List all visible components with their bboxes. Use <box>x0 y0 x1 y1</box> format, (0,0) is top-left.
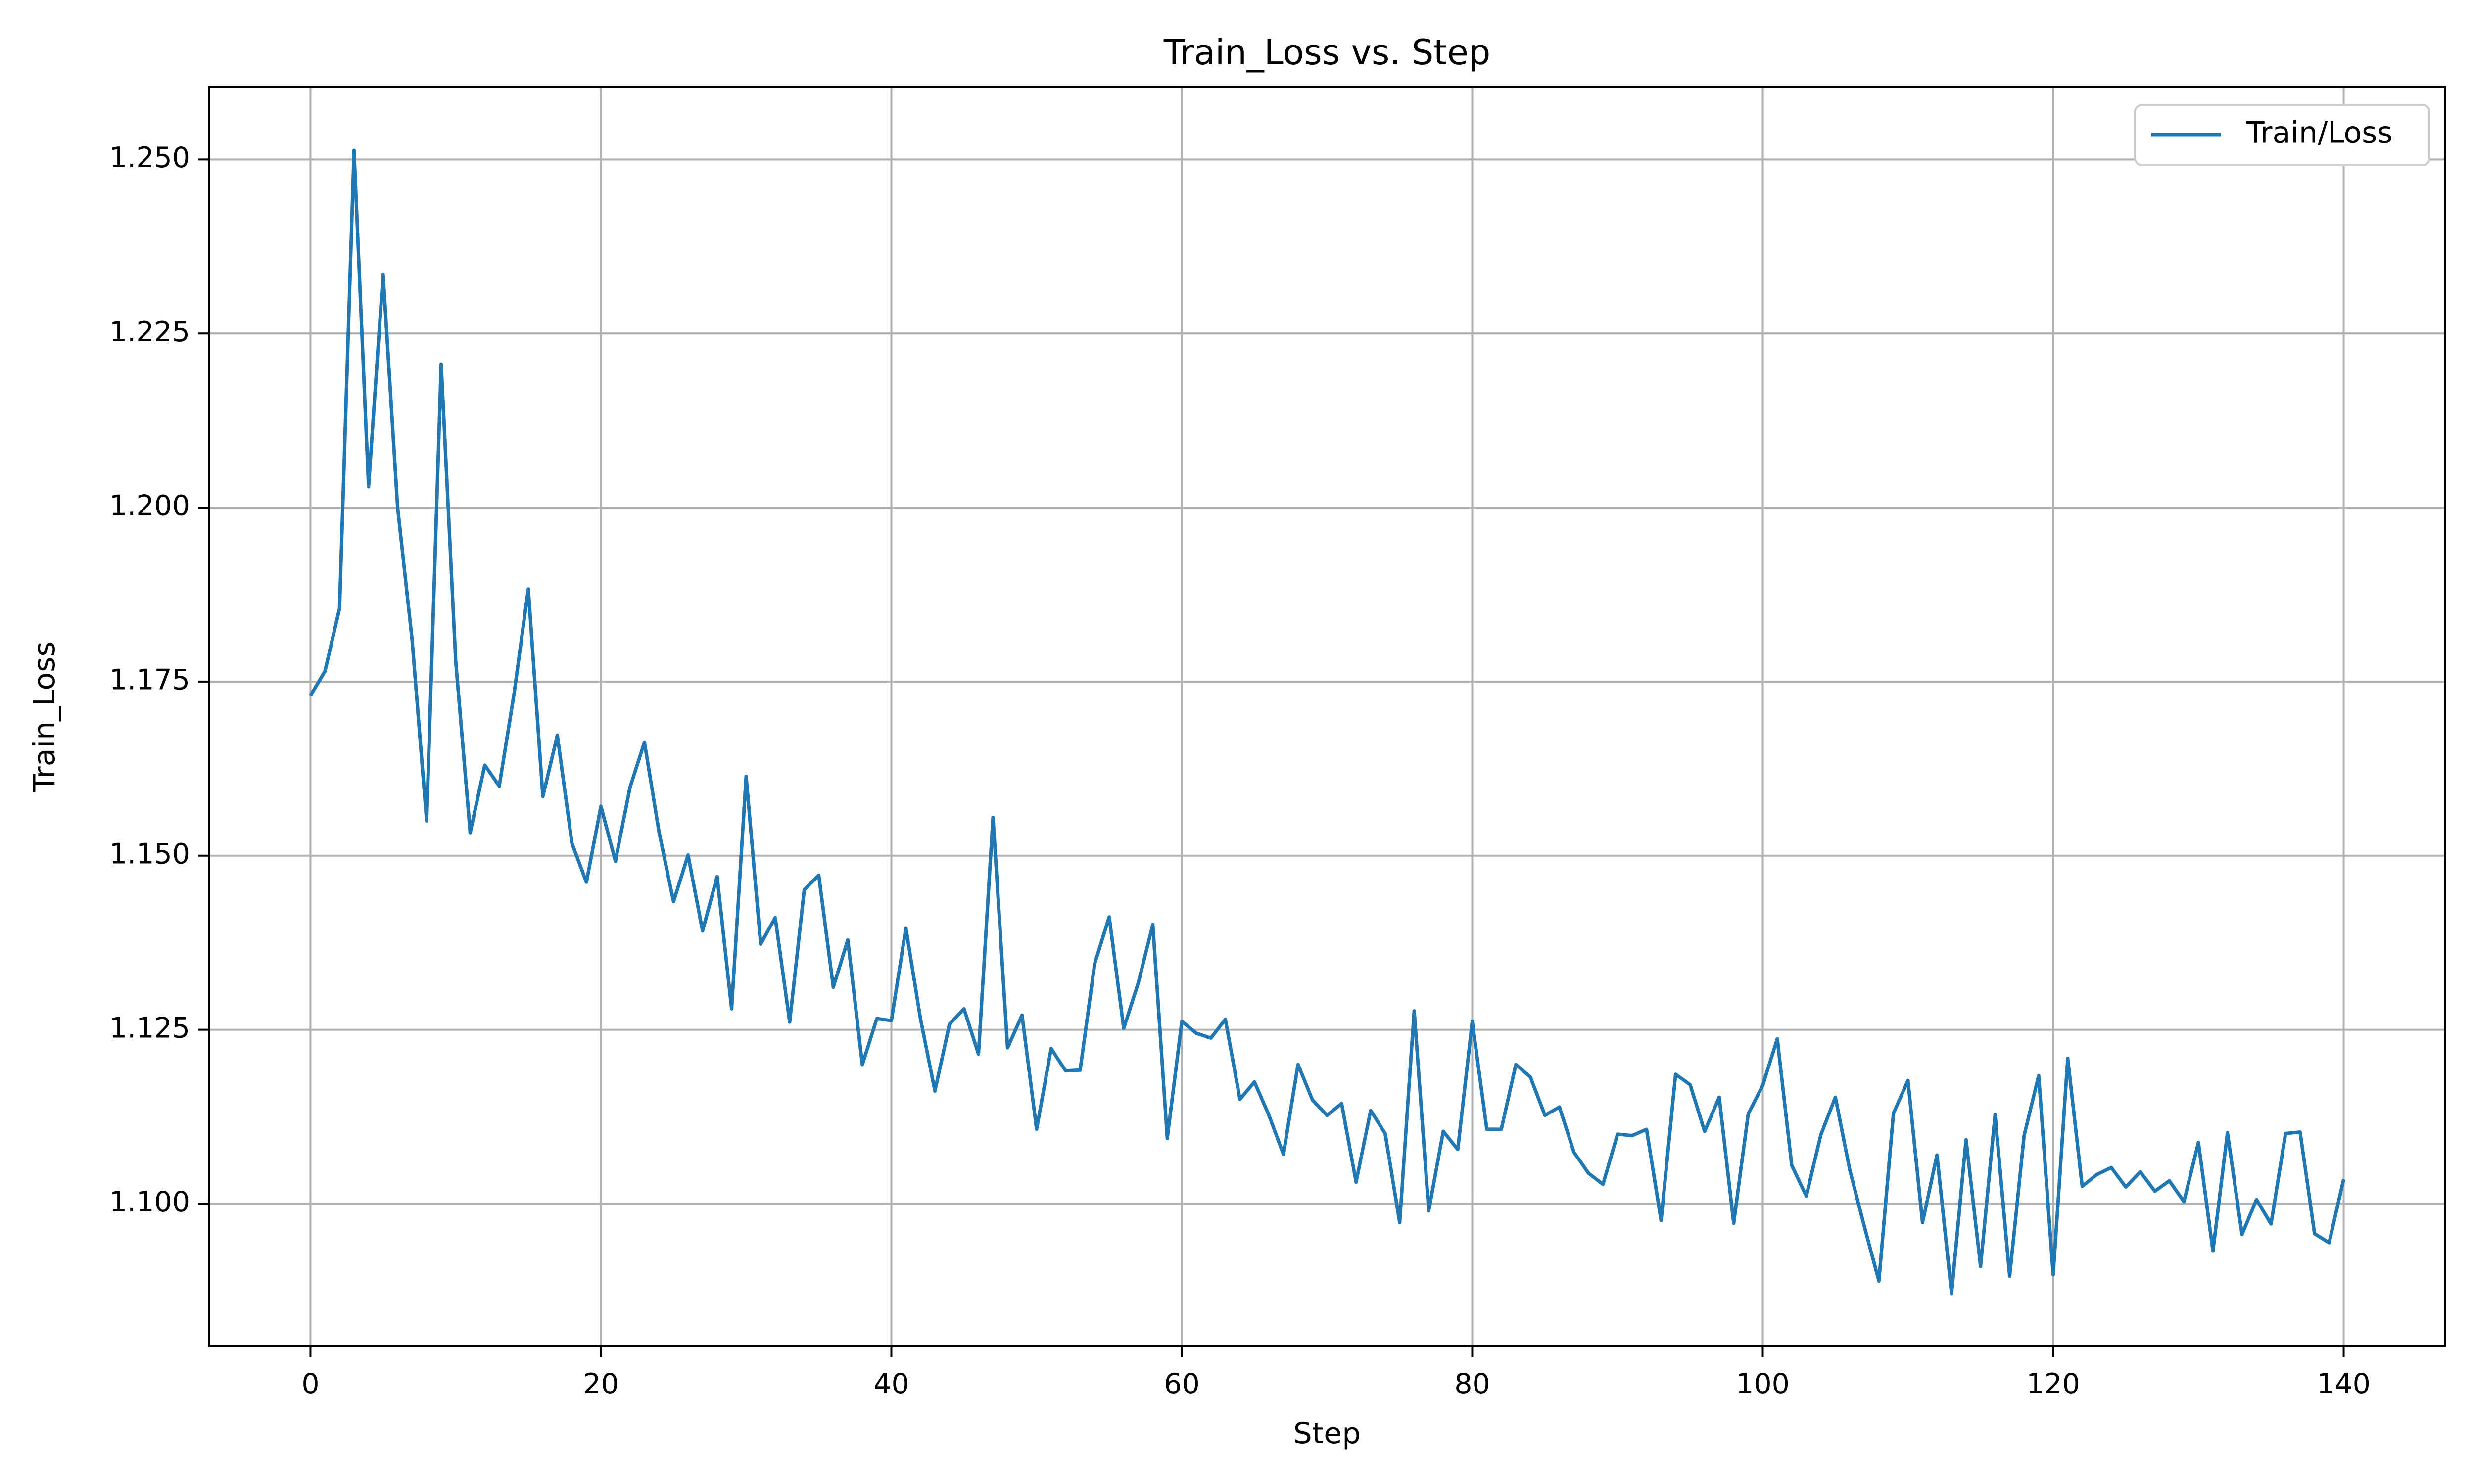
x-tick-label: 60 <box>1164 1368 1200 1400</box>
x-axis-label: Step <box>1293 1416 1361 1451</box>
y-tick-label: 1.100 <box>109 1186 190 1218</box>
plot-frame <box>208 86 2446 1347</box>
y-tick-label: 1.250 <box>109 141 190 174</box>
y-tick-label: 1.125 <box>109 1012 190 1044</box>
series-line-train-loss <box>309 148 2345 1296</box>
legend-box <box>2134 104 2430 166</box>
grid-lines <box>209 87 2445 1346</box>
y-tick-label: 1.175 <box>109 664 190 696</box>
y-axis-ticks: 1.100 1.125 1.150 1.175 1.200 1.225 1.250 <box>109 141 209 1218</box>
y-axis-label: Train_Loss <box>27 641 62 793</box>
legend: Train/Loss <box>2134 104 2430 166</box>
y-tick-label: 1.225 <box>109 316 190 348</box>
legend-label-train-loss: Train/Loss <box>2246 116 2393 150</box>
y-tick-label: 1.150 <box>109 837 190 870</box>
x-tick-label: 140 <box>2317 1368 2371 1400</box>
y-tick-label: 1.200 <box>109 490 190 522</box>
x-tick-label: 120 <box>2026 1368 2080 1400</box>
x-tick-label: 0 <box>301 1368 319 1400</box>
x-tick-label: 40 <box>873 1368 909 1400</box>
x-tick-label: 80 <box>1454 1368 1490 1400</box>
series-layer <box>309 148 2345 1296</box>
x-axis-ticks: 0 20 40 60 80 100 120 140 <box>301 1346 2371 1400</box>
chart-title: Train_Loss vs. Step <box>1163 32 1491 73</box>
x-tick-label: 20 <box>583 1368 619 1400</box>
x-tick-label: 100 <box>1736 1368 1790 1400</box>
